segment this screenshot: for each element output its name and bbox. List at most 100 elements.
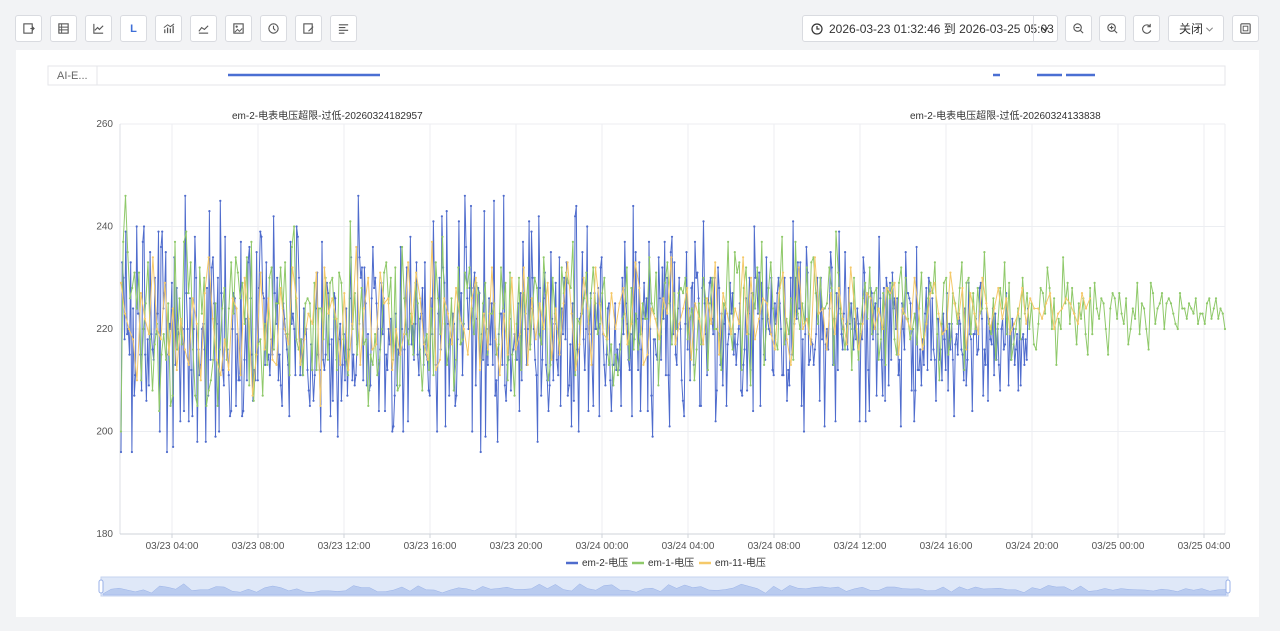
data-point — [205, 286, 209, 290]
data-point — [1187, 302, 1191, 305]
data-point — [374, 276, 377, 279]
data-point — [727, 240, 730, 243]
data-point — [1068, 322, 1071, 325]
data-point — [389, 276, 392, 279]
data-point — [836, 368, 840, 372]
data-point — [331, 297, 334, 300]
data-point — [1122, 322, 1125, 325]
data-point — [725, 404, 728, 407]
data-point — [122, 240, 125, 243]
x-tick-label: 03/23 08:00 — [232, 541, 285, 552]
data-point — [919, 348, 922, 351]
data-point — [693, 379, 696, 382]
data-point — [239, 297, 242, 300]
l-button[interactable]: L — [120, 15, 147, 42]
zoom-slider-left-handle[interactable] — [98, 579, 104, 594]
data-point — [438, 276, 441, 279]
data-point — [1107, 353, 1110, 356]
data-point — [686, 348, 689, 351]
data-point — [1014, 327, 1018, 331]
data-point — [535, 374, 538, 377]
data-point — [852, 348, 855, 351]
data-point — [140, 389, 143, 392]
data-point — [434, 261, 437, 264]
data-point — [371, 363, 374, 366]
data-point — [1183, 307, 1186, 310]
data-point — [242, 409, 245, 413]
data-point — [494, 338, 497, 341]
text-list-button[interactable] — [330, 15, 357, 42]
data-point — [500, 312, 503, 315]
data-point — [749, 276, 753, 279]
data-point — [1120, 312, 1123, 315]
bar-line-button[interactable] — [155, 15, 182, 42]
history-button[interactable] — [260, 15, 287, 42]
data-point — [706, 374, 709, 377]
data-point — [949, 338, 952, 341]
data-point — [460, 292, 463, 295]
data-point — [977, 348, 980, 351]
data-point — [541, 358, 544, 361]
data-point — [1174, 322, 1177, 325]
data-point — [586, 307, 589, 310]
data-point — [558, 256, 561, 259]
data-point — [436, 430, 439, 433]
data-point — [907, 292, 910, 295]
data-point — [1002, 348, 1005, 351]
data-point — [696, 271, 699, 274]
data-point — [261, 394, 264, 397]
time-range-picker[interactable]: 2026-03-23 01:32:46 到 2026-03-25 05:03 — [802, 15, 1058, 42]
data-point — [466, 353, 469, 356]
data-point — [196, 404, 199, 407]
zoom-slider-right-handle[interactable] — [1225, 579, 1231, 594]
data-point — [482, 358, 485, 361]
data-point — [1001, 317, 1004, 320]
data-point — [897, 353, 900, 356]
line-chart-button[interactable] — [85, 15, 112, 42]
data-point — [720, 368, 723, 372]
refresh-button[interactable] — [1133, 15, 1160, 42]
y-tick-label: 180 — [96, 529, 113, 540]
data-point — [894, 327, 898, 331]
trend-button[interactable] — [190, 15, 217, 42]
data-point — [1069, 302, 1072, 305]
data-point — [423, 261, 426, 264]
data-point — [735, 363, 738, 366]
zoom-out-button[interactable] — [1065, 15, 1092, 42]
auto-refresh-select[interactable]: 关闭 — [1168, 15, 1224, 42]
data-point — [294, 374, 297, 377]
data-point — [250, 353, 253, 356]
data-point — [1039, 286, 1042, 290]
data-point — [207, 389, 210, 392]
chevron-down-icon[interactable] — [1039, 23, 1051, 35]
data-point — [1053, 327, 1056, 331]
data-point — [621, 276, 624, 279]
data-point — [971, 409, 974, 413]
image-button[interactable] — [225, 15, 252, 42]
data-point — [363, 266, 366, 269]
data-point — [571, 302, 574, 305]
data-point — [885, 286, 888, 290]
data-point — [823, 425, 826, 428]
fullscreen-button[interactable] — [1232, 15, 1259, 42]
data-point — [133, 271, 136, 274]
data-point — [506, 379, 509, 382]
export-button[interactable] — [15, 15, 42, 42]
table-button[interactable] — [50, 15, 77, 42]
data-point — [868, 266, 871, 269]
data-point — [598, 302, 601, 305]
data-point — [1059, 327, 1062, 331]
edit-chart-button[interactable] — [295, 15, 322, 42]
data-point — [674, 343, 677, 346]
data-point — [603, 363, 606, 366]
data-point — [195, 276, 198, 279]
data-point — [1129, 327, 1132, 331]
data-point — [960, 348, 963, 351]
data-point — [155, 327, 158, 331]
data-point — [288, 374, 291, 377]
data-point — [170, 281, 173, 284]
zoom-in-button[interactable] — [1099, 15, 1126, 42]
data-point — [849, 266, 852, 269]
data-point — [951, 358, 955, 361]
data-point — [128, 353, 131, 356]
